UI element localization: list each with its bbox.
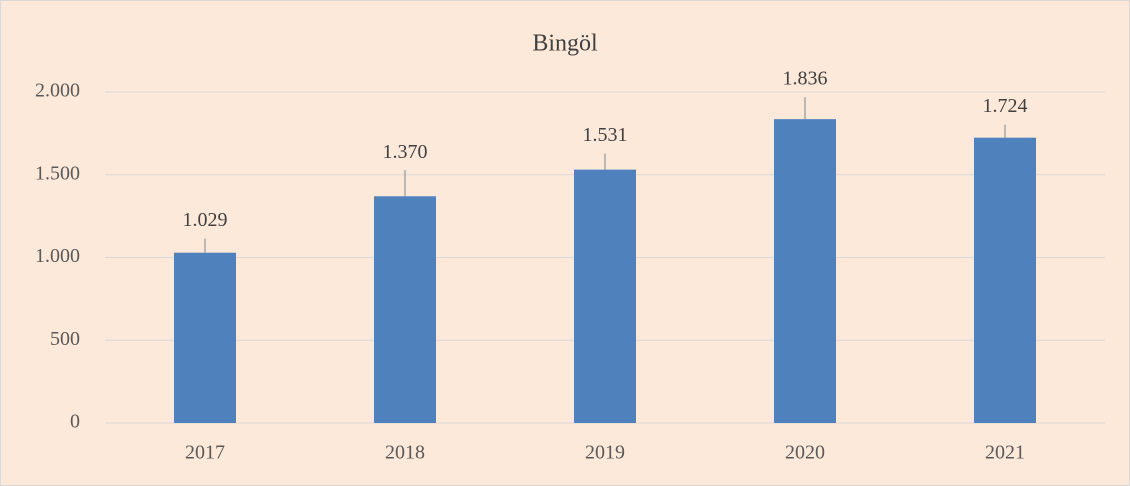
data-label: 1.531 (583, 124, 628, 146)
data-label: 1.724 (983, 95, 1028, 117)
x-tick-label: 2017 (185, 442, 225, 464)
x-tick-label: 2018 (385, 442, 425, 464)
x-tick-label: 2021 (985, 442, 1025, 464)
data-label: 1.370 (383, 141, 428, 163)
x-tick-label: 2020 (785, 442, 825, 464)
bar (174, 252, 236, 423)
bar (974, 137, 1036, 424)
x-tick-label: 2019 (585, 442, 625, 464)
y-tick-label: 0 (70, 411, 80, 433)
y-tick-label: 500 (50, 328, 80, 350)
y-tick-label: 1.000 (35, 245, 80, 267)
y-tick-label: 2.000 (35, 80, 80, 102)
bar (374, 196, 436, 423)
chart-title: Bingöl (532, 31, 598, 57)
data-label: 1.836 (783, 68, 828, 90)
y-tick-label: 1.500 (35, 162, 80, 184)
bar (774, 119, 836, 423)
bar (574, 169, 636, 423)
data-label: 1.029 (183, 209, 228, 231)
